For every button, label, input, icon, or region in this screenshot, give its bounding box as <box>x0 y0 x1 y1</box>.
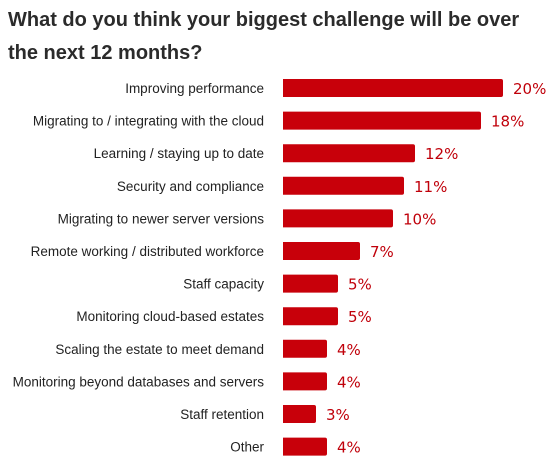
value-label: 4% <box>337 341 361 359</box>
value-label: 18% <box>491 113 524 131</box>
bar <box>283 242 360 260</box>
category-label: Monitoring beyond databases and servers <box>13 374 265 389</box>
category-label: Remote working / distributed workforce <box>31 244 264 259</box>
value-label: 11% <box>414 178 447 196</box>
bar <box>283 79 503 97</box>
value-label: 5% <box>348 276 372 294</box>
category-label: Monitoring cloud-based estates <box>76 309 264 324</box>
bar <box>283 111 481 130</box>
category-label: Improving performance <box>125 81 264 96</box>
value-label: 7% <box>370 243 394 261</box>
bar <box>283 405 316 423</box>
category-label: Security and compliance <box>117 179 264 194</box>
value-label: 12% <box>425 145 458 163</box>
bar <box>283 437 327 456</box>
category-label: Migrating to newer server versions <box>58 211 265 226</box>
value-label: 5% <box>348 308 372 326</box>
bar <box>283 339 327 358</box>
bar <box>283 144 415 163</box>
bar <box>283 274 338 293</box>
value-label: 3% <box>326 406 350 424</box>
value-label: 10% <box>403 210 436 228</box>
bar <box>283 209 393 228</box>
category-label: Learning / staying up to date <box>94 146 264 161</box>
value-label: 4% <box>337 439 361 457</box>
category-label: Staff capacity <box>183 277 264 292</box>
category-label: Migrating to / integrating with the clou… <box>33 114 264 129</box>
category-label: Other <box>230 440 264 455</box>
bar <box>283 372 327 391</box>
bar <box>283 307 338 326</box>
category-label: Scaling the estate to meet demand <box>55 342 264 357</box>
category-label: Staff retention <box>180 407 264 422</box>
value-label: 20% <box>513 80 546 98</box>
bar <box>283 176 404 195</box>
chart-title: What do you think your biggest challenge… <box>8 9 520 64</box>
value-label: 4% <box>337 373 361 391</box>
